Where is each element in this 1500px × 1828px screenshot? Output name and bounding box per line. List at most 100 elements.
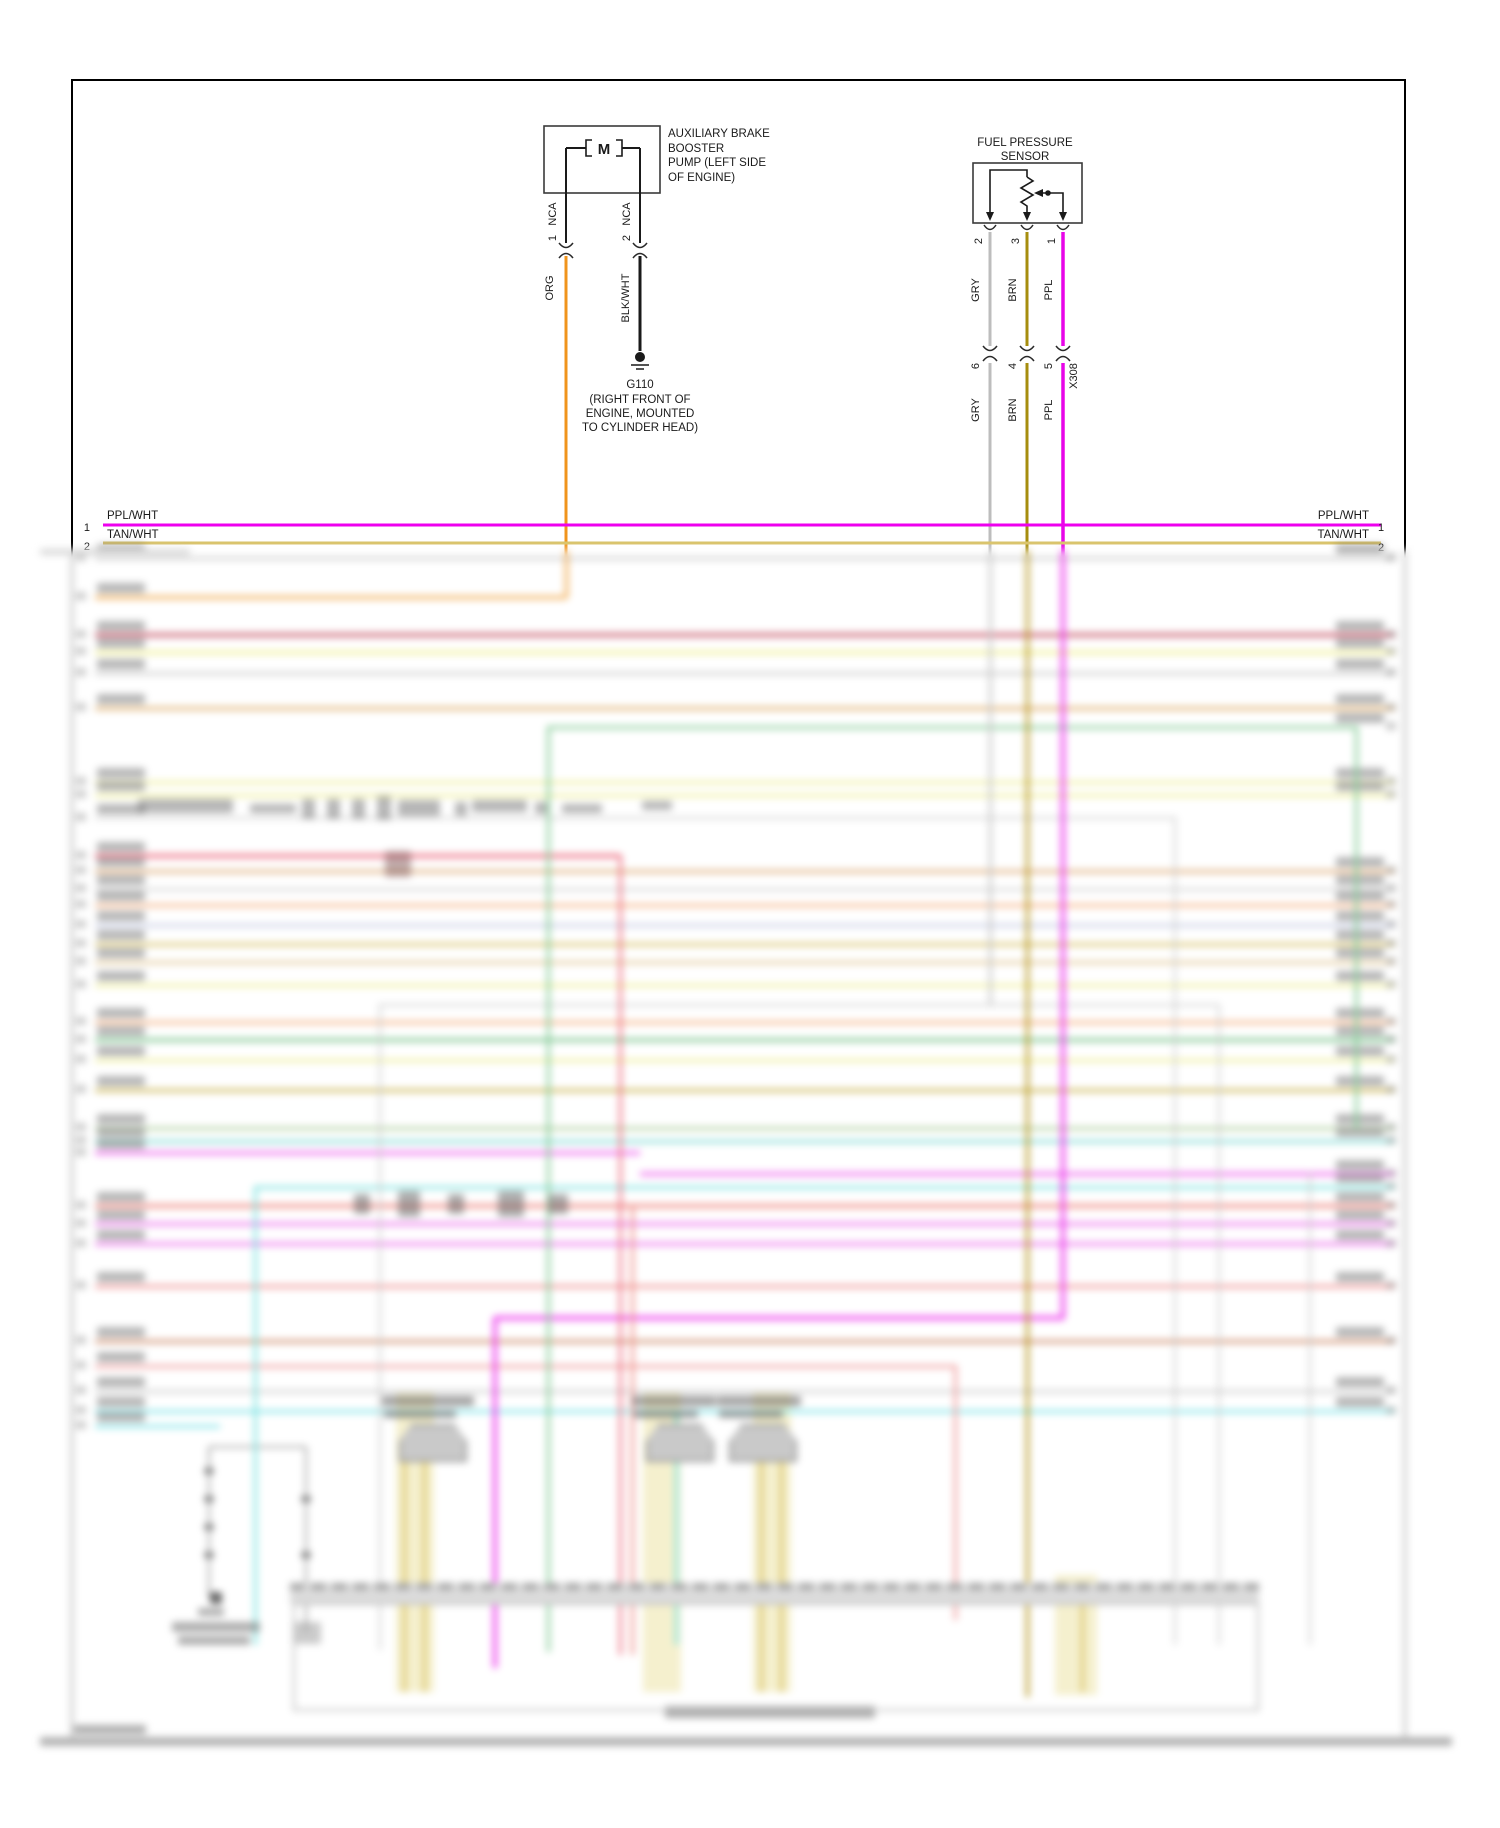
blurred-pin-number — [76, 1386, 86, 1394]
pump-component-box — [543, 125, 661, 194]
ppl-wire-label-lower: PPL — [1043, 400, 1055, 421]
blurred-wire-h — [95, 1242, 1395, 1246]
blurred-pin-number — [76, 790, 86, 798]
blurred-wire-label — [97, 768, 145, 778]
blurred-wire-h — [95, 650, 1395, 654]
blurred-text-blob — [548, 1194, 568, 1214]
blurred-text-blob — [293, 1622, 321, 1644]
blurred-wire-label — [1336, 1008, 1384, 1018]
blurred-ecm-pin-strip — [290, 1583, 1259, 1604]
blurred-pin-number — [76, 1361, 86, 1369]
pin1-arrow-icon — [1059, 212, 1067, 221]
ground-location-line3: TO CYLINDER HEAD) — [582, 422, 698, 434]
blurred-connector-shape — [399, 1424, 467, 1462]
blurred-wire-label — [1336, 781, 1384, 791]
blurred-wire-label — [97, 911, 145, 921]
blurred-wire-label — [1336, 1127, 1384, 1137]
blurred-wire-label — [97, 1139, 145, 1149]
blurred-wire-v — [630, 1205, 634, 1655]
blurred-pin-number — [1386, 1406, 1396, 1414]
blurred-pin-number — [76, 1406, 86, 1414]
blurred-pin-number — [76, 939, 86, 947]
blurred-wire-label — [1336, 891, 1384, 901]
sensor-pin2-connector-icon — [983, 224, 997, 231]
blurred-wire-label — [97, 621, 145, 631]
blurred-wire-h — [495, 1316, 1063, 1320]
blurred-wire-label — [1336, 1272, 1384, 1282]
blurred-wire-h — [95, 1088, 1395, 1092]
blurred-wire-label — [97, 659, 145, 669]
blurred-wire-label — [97, 891, 145, 901]
blurred-pin-number — [1386, 1123, 1396, 1131]
blurred-pin-number — [1386, 1085, 1396, 1093]
blurred-pin-number — [76, 703, 86, 711]
blurred-wire-label — [97, 1008, 145, 1018]
blurred-wire-v — [1404, 550, 1406, 1742]
blurred-pin-number — [1386, 1169, 1396, 1177]
blurred-wire-label — [97, 1352, 145, 1362]
blurred-pin-number — [76, 668, 86, 676]
pump-label-line4: OF ENGINE) — [668, 172, 735, 184]
blurred-wire-label — [1336, 1173, 1384, 1183]
blurred-wire-label — [1336, 971, 1384, 981]
blurred-text-blob — [385, 851, 411, 877]
blurred-wire-h — [640, 1172, 1395, 1176]
tanwht-pin-left: 2 — [84, 541, 90, 553]
blurred-wire-v — [253, 1186, 257, 1645]
pin2-arrow-icon — [986, 212, 994, 221]
blurred-pin-number — [76, 1035, 86, 1043]
blurred-wire-v — [1061, 550, 1065, 1319]
blurred-text-blob — [634, 1410, 698, 1418]
blurred-text-blob — [198, 1608, 224, 1616]
wiper-arrow-icon — [1034, 189, 1043, 197]
blurred-text-blob — [204, 1468, 214, 1474]
blurred-wire-v — [1309, 1173, 1311, 1645]
blurred-pin-number — [76, 553, 86, 561]
blurred-pin-number — [1386, 920, 1396, 928]
blurred-text-blob — [302, 799, 315, 819]
blurred-wire-h — [95, 983, 1395, 987]
blurred-wire-v — [1025, 550, 1029, 1697]
blurred-text-blob — [535, 802, 547, 814]
blurred-wire-v — [422, 1456, 426, 1692]
blurred-text-blob — [642, 801, 672, 810]
blurred-pin-number — [76, 1085, 86, 1093]
blurred-wire-label — [1336, 1114, 1384, 1124]
blurred-wire-v — [564, 550, 568, 598]
blurred-text-blob — [719, 1410, 783, 1418]
blurred-wire-h — [255, 1185, 1395, 1189]
blurred-wire-h — [95, 780, 1395, 784]
blurred-wire-h — [95, 1038, 1395, 1042]
tanwht-label-right: TAN/WHT — [1317, 529, 1369, 541]
blurred-pin-number — [1386, 1182, 1396, 1190]
blurred-pin-number — [1386, 553, 1396, 561]
blurred-wire-v — [1080, 1600, 1084, 1692]
wiper-junction-dot — [1045, 190, 1051, 196]
blurred-wire-label — [97, 1230, 145, 1240]
blurred-pin-number — [1386, 1201, 1396, 1209]
blurred-wire-h — [548, 725, 1356, 729]
blurred-wire-v — [618, 855, 622, 1655]
ground-lines-icon — [631, 364, 649, 370]
blurred-wire-label — [1336, 1076, 1384, 1086]
blurred-wire-label — [97, 781, 145, 791]
blurred-wire-label — [1336, 1230, 1384, 1240]
sensor-title-line1: FUEL PRESSURE — [977, 137, 1073, 149]
blurred-wire-h — [95, 1058, 1395, 1062]
sensor-pin1-connector-icon — [1056, 224, 1070, 231]
diagram-frame — [71, 79, 1406, 562]
sensor-component-box — [972, 162, 1083, 224]
blurred-wire-h — [209, 1446, 306, 1448]
blurred-wire-label — [1336, 1327, 1384, 1337]
blurred-pin-number — [76, 777, 86, 785]
blurred-text-blob — [40, 549, 190, 555]
blurred-wire-v — [305, 1447, 307, 1632]
blurred-text-blob — [717, 1396, 801, 1406]
pump-pin1-connector-icon — [558, 242, 574, 259]
blurred-wire-label — [97, 1127, 145, 1137]
blurred-wire-h — [95, 633, 1395, 637]
blurred-wire-v — [1354, 726, 1358, 1129]
blurred-pin-number — [1386, 1336, 1396, 1344]
pump-pin1-number: 1 — [547, 235, 559, 241]
